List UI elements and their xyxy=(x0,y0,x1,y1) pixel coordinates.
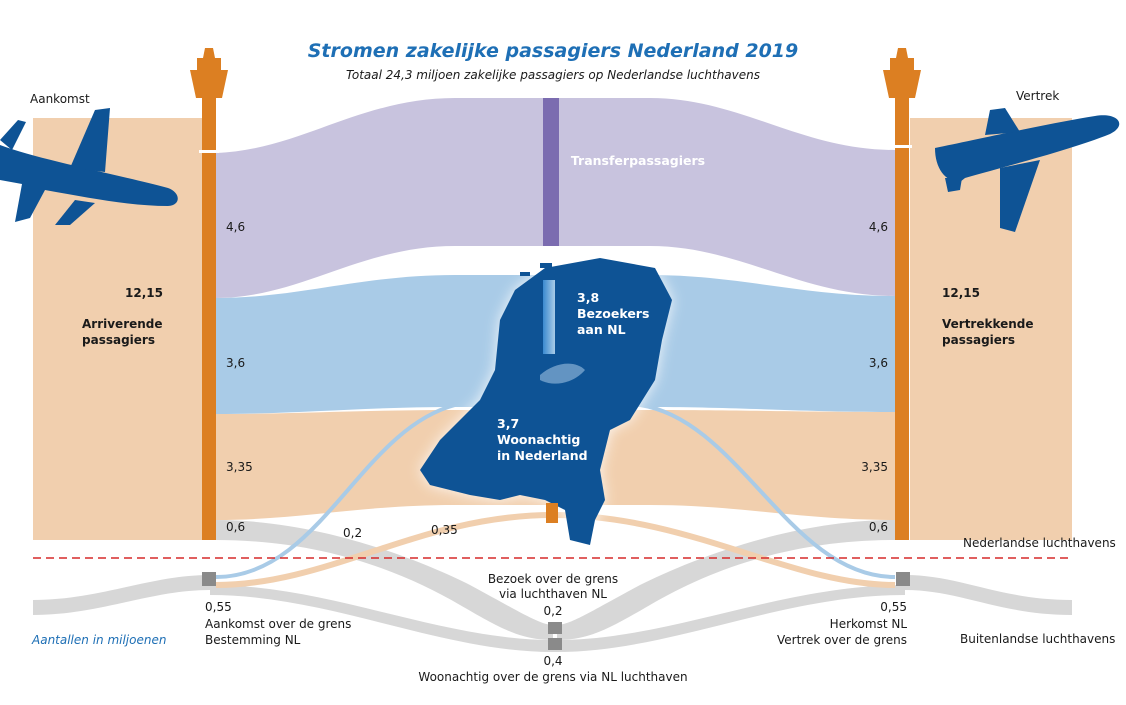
right-value-transfer: 4,6 xyxy=(869,220,888,234)
left-value-visitors: 3,6 xyxy=(226,356,245,370)
visitor-cross-curve-right xyxy=(639,403,896,579)
transfer-center-bar xyxy=(543,98,559,246)
visitors-inner-bar xyxy=(543,280,555,354)
departure-label-line1: Vertrekkende xyxy=(942,317,1034,331)
right-value-residents: 3,35 xyxy=(861,460,888,474)
residents-line2: in Nederland xyxy=(497,448,588,463)
left-grey-flow xyxy=(216,520,553,640)
arrival-block xyxy=(33,118,206,540)
foreign-airports-label: Buitenlandse luchthavens xyxy=(960,632,1115,646)
left-value-border: 0,6 xyxy=(226,520,245,534)
left-value-transfer: 4,6 xyxy=(226,220,245,234)
departing-plane-icon xyxy=(935,108,1120,232)
foreign-left-flow xyxy=(33,575,210,615)
departure-total: 12,15 xyxy=(942,286,980,300)
center-connector-bottom xyxy=(548,638,562,650)
residents-line1: Woonachtig xyxy=(497,432,580,447)
center-value: 0,2 xyxy=(543,604,562,618)
cross-left-value: 0,2 xyxy=(343,526,362,540)
lower-right-line1: Herkomst NL xyxy=(830,617,908,631)
bottom-value: 0,4 xyxy=(543,654,562,668)
cross-mid-value: 0,35 xyxy=(431,523,458,537)
departure-heading: Vertrek xyxy=(1016,89,1059,103)
bottom-label: Woonachtig over de grens via NL luchthav… xyxy=(418,670,687,684)
center-line2: via luchthaven NL xyxy=(499,587,607,601)
foreign-right-flow xyxy=(905,575,1072,615)
lower-left-value: 0,55 xyxy=(205,600,232,614)
nl-airports-label: Nederlandse luchthavens xyxy=(963,536,1116,550)
left-value-residents: 3,35 xyxy=(226,460,253,474)
arrival-label-line2: passagiers xyxy=(82,333,155,347)
departure-label-line2: passagiers xyxy=(942,333,1015,347)
residents-value: 3,7 xyxy=(497,416,519,431)
lower-right-line2: Vertrek over de grens xyxy=(777,633,907,647)
visitors-value: 3,8 xyxy=(577,290,599,305)
lower-left-line1: Aankomst over de grens xyxy=(205,617,351,631)
left-control-tower-icon xyxy=(190,48,228,540)
foreign-bottom-flow xyxy=(210,585,905,652)
visitors-line2: aan NL xyxy=(577,322,626,337)
lower-left-line2: Bestemming NL xyxy=(205,633,301,647)
right-connector xyxy=(896,572,910,586)
right-value-visitors: 3,6 xyxy=(869,356,888,370)
arrival-total: 12,15 xyxy=(125,286,163,300)
arrival-heading: Aankomst xyxy=(30,92,90,106)
arriving-plane-icon xyxy=(0,108,178,225)
center-connector-top xyxy=(548,622,562,634)
residents-inner-bar xyxy=(546,503,558,523)
arrival-label-line1: Arriverende xyxy=(82,317,163,331)
center-line1: Bezoek over de grens xyxy=(488,572,618,586)
unit-note: Aantallen in miljoenen xyxy=(31,633,166,647)
netherlands-map-icon xyxy=(420,258,672,545)
right-grey-flow xyxy=(557,520,895,640)
right-value-border: 0,6 xyxy=(869,520,888,534)
lower-right-value: 0,55 xyxy=(880,600,907,614)
right-control-tower-icon xyxy=(883,48,921,540)
left-connector xyxy=(202,572,216,586)
transfer-label: Transferpassagiers xyxy=(571,153,705,168)
chart-title: Stromen zakelijke passagiers Nederland 2… xyxy=(308,40,799,62)
departure-block xyxy=(910,118,1072,540)
chart-subtitle: Totaal 24,3 miljoen zakelijke passagiers… xyxy=(346,68,760,82)
visitors-line1: Bezoekers xyxy=(577,306,649,321)
visitor-cross-curve-left xyxy=(215,403,456,579)
